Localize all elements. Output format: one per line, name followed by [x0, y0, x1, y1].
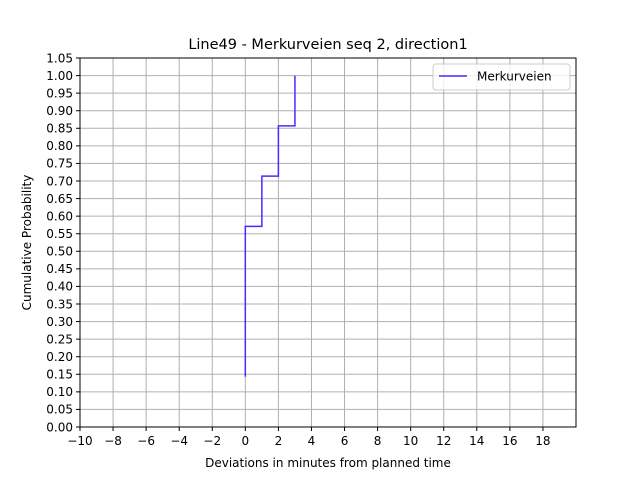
x-tick-label: 10 — [403, 434, 418, 448]
x-tick-label: 8 — [374, 434, 382, 448]
y-tick-label: 0.95 — [46, 86, 73, 100]
legend: Merkurveien — [432, 63, 571, 91]
y-tick-label: 0.30 — [46, 315, 73, 329]
x-tick-label: 0 — [242, 434, 250, 448]
y-axis-ticks: 0.00 0.05 0.10 0.15 0.20 0.25 0.30 0.35 0.40 0.45… — [46, 51, 80, 434]
y-tick-label: 0.20 — [46, 350, 73, 364]
y-tick-label: 0.05 — [46, 403, 73, 417]
x-tick-label: 16 — [502, 434, 517, 448]
x-tick-label: −10 — [67, 434, 92, 448]
y-tick-label: 0.90 — [46, 104, 73, 118]
y-tick-label: 0.80 — [46, 139, 73, 153]
y-tick-label: 0.45 — [46, 262, 73, 276]
y-tick-label: 0.00 — [46, 420, 73, 434]
x-axis-label: Deviations in minutes from planned time — [205, 456, 451, 470]
y-tick-label: 0.85 — [46, 122, 73, 136]
x-tick-label: 2 — [275, 434, 283, 448]
y-tick-label: 0.40 — [46, 280, 73, 294]
y-tick-label: 0.75 — [46, 157, 73, 171]
y-tick-label: 0.65 — [46, 192, 73, 206]
y-tick-label: 0.50 — [46, 245, 73, 259]
y-tick-label: 0.55 — [46, 227, 73, 241]
x-tick-label: 18 — [535, 434, 550, 448]
y-tick-label: 0.10 — [46, 385, 73, 399]
x-tick-label: −8 — [104, 434, 122, 448]
x-tick-label: 6 — [341, 434, 349, 448]
x-tick-label: −4 — [170, 434, 188, 448]
y-axis-label: Cumulative Probability — [20, 175, 34, 311]
x-tick-label: 14 — [469, 434, 484, 448]
series-layer — [244, 75, 296, 377]
x-tick-label: 4 — [308, 434, 316, 448]
legend-label: Merkurveien — [477, 70, 552, 84]
x-axis-ticks: −10 −8 −6 −4 −2 0 2 4 6 8 10 12 14 16 18 — [67, 427, 551, 448]
chart-title: Line49 - Merkurveien seq 2, direction1 — [188, 37, 467, 53]
y-tick-label: 0.25 — [46, 332, 73, 346]
axes-frame — [79, 57, 577, 428]
x-tick-label: −2 — [203, 434, 221, 448]
y-tick-label: 0.60 — [46, 209, 73, 223]
y-tick-label: 0.15 — [46, 368, 73, 382]
y-tick-label: 1.05 — [46, 51, 73, 65]
legend-box — [432, 63, 571, 91]
x-tick-label: 12 — [436, 434, 451, 448]
series-line-merkurveien — [244, 75, 296, 377]
y-tick-label: 0.70 — [46, 174, 73, 188]
y-tick-label: 0.35 — [46, 297, 73, 311]
y-tick-label: 1.00 — [46, 69, 73, 83]
x-tick-label: −6 — [137, 434, 155, 448]
